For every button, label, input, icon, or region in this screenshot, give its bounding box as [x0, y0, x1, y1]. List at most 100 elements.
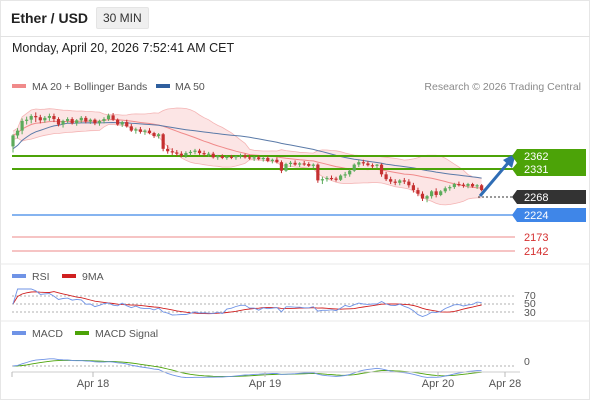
- candle: [243, 153, 247, 159]
- candle-body: [216, 156, 220, 158]
- candle-body: [211, 153, 215, 158]
- timeframe-button[interactable]: 30 MIN: [96, 7, 149, 29]
- candle-body: [320, 179, 324, 181]
- ma20-legend-swatch: [12, 84, 26, 88]
- candle-body: [143, 130, 147, 132]
- candle: [211, 151, 215, 159]
- candle: [138, 126, 142, 134]
- candle-body: [234, 156, 238, 158]
- candle: [425, 194, 429, 203]
- candle: [457, 181, 461, 187]
- candle: [311, 163, 315, 169]
- candle: [175, 150, 179, 157]
- x-label-apr19: Apr 19: [249, 378, 281, 390]
- candle-body: [238, 155, 243, 157]
- macd-signal-line: [12, 359, 482, 378]
- candle: [166, 145, 170, 154]
- candle: [197, 148, 202, 155]
- chart-datetime: Monday, April 20, 2026 7:52:41 AM CET: [12, 41, 235, 55]
- candle-body: [411, 185, 415, 191]
- candle-body: [52, 116, 56, 120]
- candle-body: [470, 184, 475, 187]
- candle: [398, 179, 402, 186]
- candle-body: [334, 178, 338, 180]
- candle-body: [452, 184, 456, 188]
- candle-body: [348, 170, 352, 175]
- candle-body: [339, 175, 343, 180]
- candle-body: [266, 157, 270, 161]
- candle-body: [102, 119, 106, 121]
- candle: [116, 118, 120, 126]
- candle-body: [329, 177, 334, 180]
- candle: [439, 190, 443, 197]
- candle: [480, 184, 484, 192]
- macd-line: [12, 358, 482, 379]
- candle-body: [79, 117, 83, 121]
- pivot-value: 2224: [524, 210, 548, 222]
- candle-body: [311, 164, 315, 166]
- candle-body: [229, 156, 233, 158]
- last-price-value: 2268: [524, 192, 548, 204]
- candle-body: [352, 164, 356, 171]
- candle-body: [170, 151, 174, 153]
- candle: [379, 163, 384, 177]
- candle: [207, 151, 211, 157]
- candle: [111, 113, 115, 121]
- rsi-legend-label: RSI: [32, 271, 50, 283]
- candle: [461, 182, 466, 188]
- candle-body: [288, 162, 293, 164]
- candle: [416, 187, 420, 197]
- projection-arrow-line: [478, 162, 510, 197]
- candle-body: [197, 150, 202, 154]
- candle-body: [416, 190, 420, 194]
- candle-body: [284, 164, 288, 171]
- candle: [375, 164, 379, 169]
- candle-body: [202, 153, 206, 155]
- rsi-ma-legend-swatch: [62, 274, 76, 278]
- macd-zero-label: 0: [524, 356, 530, 368]
- candle-body: [47, 116, 51, 118]
- candle: [270, 158, 274, 164]
- candle: [357, 159, 361, 168]
- candle: [29, 114, 33, 124]
- candle: [43, 116, 47, 123]
- ma20-legend-label: MA 20 + Bollinger Bands: [32, 81, 147, 93]
- research-credit: Research © 2026 Trading Central: [424, 81, 581, 93]
- candle-body: [43, 117, 47, 121]
- candle: [106, 113, 111, 121]
- candle-body: [475, 185, 479, 187]
- candle-body: [252, 157, 256, 159]
- resistance-value-2: 2331: [524, 164, 548, 176]
- candle-body: [15, 130, 20, 136]
- candle-body: [157, 134, 161, 137]
- candle-body: [357, 162, 361, 165]
- candle: [366, 160, 370, 167]
- macd-legend-label: MACD: [32, 328, 63, 340]
- candle-body: [480, 185, 484, 191]
- candle: [430, 190, 434, 199]
- rsi-legend-swatch: [12, 274, 26, 278]
- candle: [52, 113, 56, 123]
- candle: [93, 118, 97, 126]
- candle-body: [430, 191, 434, 197]
- candle-body: [384, 174, 388, 180]
- candle: [193, 148, 197, 155]
- candle: [102, 117, 106, 124]
- candle-body: [393, 181, 397, 183]
- candle: [470, 182, 475, 188]
- candle: [316, 163, 320, 183]
- candle: [47, 113, 51, 121]
- rsi-line: [12, 288, 482, 317]
- candle: [307, 162, 311, 168]
- candle: [184, 151, 188, 158]
- candle: [352, 163, 356, 172]
- candle-body: [84, 117, 88, 122]
- candle: [275, 157, 279, 164]
- candle-body: [66, 119, 70, 121]
- candle: [284, 162, 288, 172]
- support-value-2: 2142: [524, 246, 548, 258]
- candle: [302, 160, 306, 166]
- candle-body: [466, 184, 470, 186]
- candle: [248, 154, 252, 160]
